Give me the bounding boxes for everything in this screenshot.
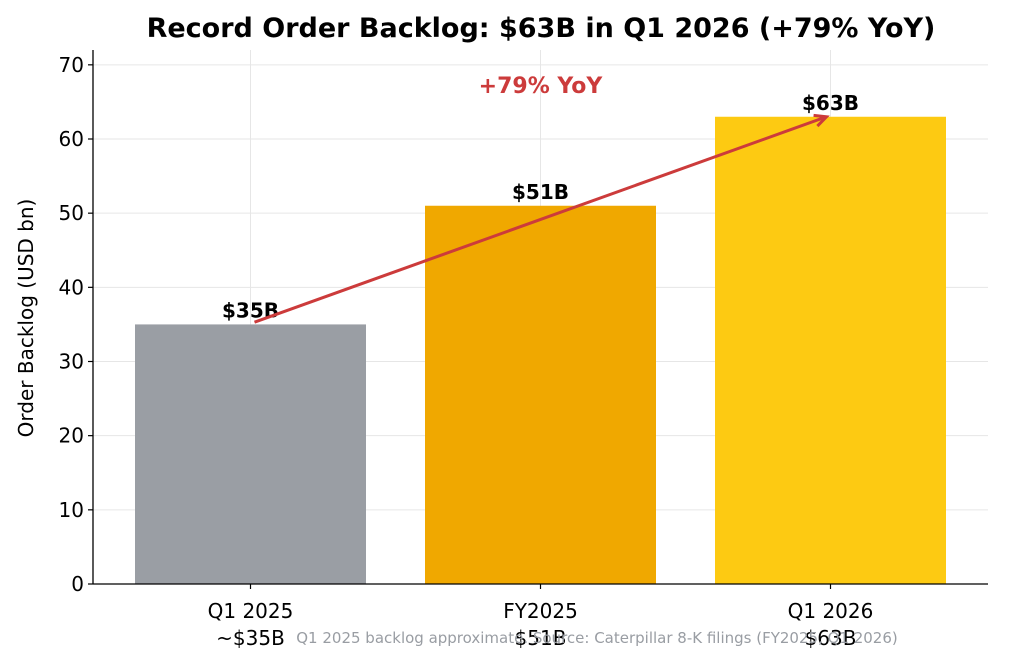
data-label-1: $51B: [512, 180, 569, 204]
bar-0: [135, 324, 366, 584]
x-tick-label-1-1: $51B: [515, 626, 567, 650]
x-tick-label-0-1: ~$35B: [216, 626, 285, 650]
chart-title: Record Order Backlog: $63B in Q1 2026 (+…: [147, 13, 936, 44]
growth-annotation: +79% YoY: [253, 74, 830, 324]
data-label-2: $63B: [802, 91, 859, 115]
bars: [135, 116, 946, 584]
bar-1: [425, 205, 656, 584]
y-tick-label-3: 30: [59, 350, 84, 374]
x-tick-label-1-0: FY2025: [503, 599, 578, 623]
y-axis-label: Order Backlog (USD bn): [14, 199, 38, 438]
x-tick-label-0-0: Q1 2025: [208, 599, 294, 623]
y-ticks: 0 10 20 30 40 50 60 70: [59, 53, 93, 596]
growth-arrow-line: [253, 115, 828, 324]
x-ticks: Q1 2025 ~$35B FY2025 $51B Q1 2026 $63B: [208, 584, 874, 650]
y-tick-label-6: 60: [59, 127, 84, 151]
x-tick-label-2-0: Q1 2026: [788, 599, 874, 623]
growth-annotation-text: +79% YoY: [479, 74, 604, 99]
y-tick-label-7: 70: [59, 53, 84, 77]
growth-arrow-head: [813, 113, 830, 128]
y-tick-label-5: 50: [59, 201, 84, 225]
bar-2: [715, 116, 946, 584]
y-tick-label-0: 0: [71, 572, 84, 596]
data-labels: $35B $51B $63B: [222, 91, 859, 323]
y-tick-label-2: 20: [59, 424, 84, 448]
data-label-0: $35B: [222, 298, 279, 322]
y-tick-label-4: 40: [59, 275, 84, 299]
x-tick-label-2-1: $63B: [805, 626, 857, 650]
footnote: Q1 2025 backlog approximate. Source: Cat…: [296, 629, 898, 647]
y-tick-label-1: 10: [59, 498, 84, 522]
